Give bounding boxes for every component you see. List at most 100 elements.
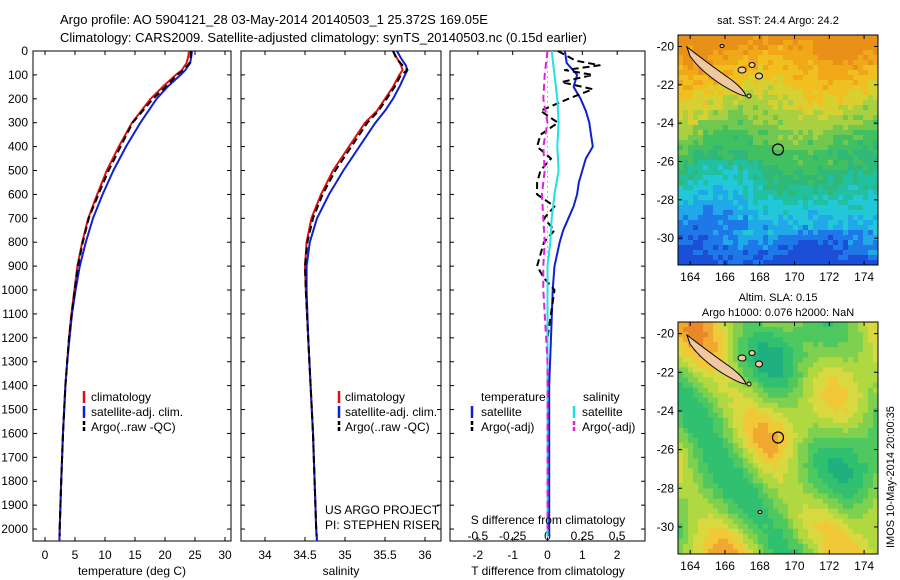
heatmap-cell bbox=[773, 327, 779, 333]
heatmap-cell bbox=[783, 75, 789, 81]
heatmap-cell bbox=[723, 528, 729, 535]
heatmap-cell bbox=[863, 245, 869, 251]
heatmap-cell bbox=[818, 220, 824, 226]
heatmap-cell bbox=[848, 150, 854, 156]
heatmap-cell bbox=[823, 357, 829, 363]
heatmap-cell bbox=[788, 85, 794, 91]
heatmap-cell bbox=[788, 215, 794, 221]
heatmap-cell bbox=[818, 518, 824, 525]
heatmap-cell bbox=[788, 538, 794, 545]
heatmap-cell bbox=[793, 357, 799, 363]
profile-line-climatology bbox=[58, 50, 190, 542]
heatmap-cell bbox=[848, 220, 854, 226]
heatmap-cell bbox=[823, 322, 829, 328]
heatmap-cell bbox=[838, 508, 844, 515]
heatmap-cell bbox=[678, 85, 684, 91]
heatmap-cell bbox=[768, 327, 774, 333]
heatmap-cell bbox=[803, 483, 809, 490]
heatmap-cell bbox=[788, 417, 794, 424]
heatmap-cell bbox=[838, 220, 844, 226]
heatmap-cell bbox=[823, 548, 829, 554]
heatmap-cell bbox=[708, 105, 714, 111]
heatmap-cell bbox=[813, 245, 819, 251]
heatmap-cell bbox=[858, 513, 864, 520]
heatmap-cell bbox=[768, 468, 774, 474]
heatmap-cell bbox=[698, 438, 704, 444]
heatmap-cell bbox=[858, 518, 864, 525]
heatmap-cell bbox=[708, 205, 714, 211]
heatmap-cell bbox=[748, 195, 754, 201]
heatmap-cell bbox=[683, 528, 689, 535]
heatmap-cell bbox=[793, 468, 799, 474]
heatmap-cell bbox=[788, 488, 794, 495]
heatmap-cell bbox=[748, 70, 754, 76]
heatmap-cell bbox=[788, 412, 794, 419]
heatmap-cell bbox=[838, 548, 844, 554]
heatmap-cell bbox=[813, 95, 819, 101]
heatmap-cell bbox=[723, 377, 729, 384]
legend-temperature-title: temperature bbox=[481, 390, 546, 404]
heatmap-cell bbox=[853, 50, 859, 56]
heatmap-cell bbox=[803, 533, 809, 540]
heatmap-cell bbox=[773, 90, 779, 96]
heatmap-cell bbox=[738, 190, 744, 196]
heatmap-cell bbox=[823, 458, 829, 464]
heatmap-cell bbox=[718, 85, 724, 91]
heatmap-cell bbox=[758, 190, 764, 196]
heatmap-cell bbox=[843, 417, 849, 424]
heatmap-cell bbox=[848, 392, 854, 399]
heatmap-cell bbox=[803, 422, 809, 429]
heatmap-cell bbox=[763, 473, 769, 479]
heatmap-cell bbox=[753, 60, 759, 66]
heatmap-cell bbox=[853, 533, 859, 540]
heatmap-cell bbox=[828, 518, 834, 525]
heatmap-cell bbox=[848, 493, 854, 500]
heatmap-cell bbox=[778, 448, 784, 454]
heatmap-cell bbox=[753, 120, 759, 126]
heatmap-cell bbox=[848, 508, 854, 515]
heatmap-cell bbox=[758, 427, 764, 434]
heatmap-cell bbox=[728, 362, 734, 368]
heatmap-cell bbox=[858, 165, 864, 171]
sst-map-coastline bbox=[686, 44, 763, 99]
heatmap-cell bbox=[708, 110, 714, 116]
heatmap-cell bbox=[748, 498, 754, 505]
heatmap-cell bbox=[688, 105, 694, 111]
heatmap-cell bbox=[828, 483, 834, 490]
heatmap-cell bbox=[868, 438, 874, 444]
heatmap-cell bbox=[763, 170, 769, 176]
heatmap-cell bbox=[748, 523, 754, 530]
heatmap-cell bbox=[808, 60, 814, 66]
heatmap-cell bbox=[793, 367, 799, 374]
heatmap-cell bbox=[813, 200, 819, 206]
heatmap-cell bbox=[773, 528, 779, 535]
heatmap-cell bbox=[793, 50, 799, 56]
heatmap-cell bbox=[763, 180, 769, 186]
heatmap-cell bbox=[758, 367, 764, 374]
heatmap-cell bbox=[803, 230, 809, 236]
x-tick-label: 36 bbox=[418, 548, 432, 562]
heatmap-cell bbox=[773, 478, 779, 484]
profile-line-satellite-adj-clim- bbox=[58, 50, 193, 542]
heatmap-cell bbox=[808, 468, 814, 474]
heatmap-cell bbox=[868, 175, 874, 181]
heatmap-cell bbox=[858, 427, 864, 434]
heatmap-cell bbox=[768, 195, 774, 201]
heatmap-cell bbox=[743, 220, 749, 226]
heatmap-cell bbox=[868, 543, 874, 550]
heatmap-cell bbox=[688, 453, 694, 459]
heatmap-cell bbox=[778, 190, 784, 196]
heatmap-cell bbox=[858, 80, 864, 86]
heatmap-cell bbox=[828, 493, 834, 500]
heatmap-cell bbox=[738, 417, 744, 424]
heatmap-cell bbox=[818, 458, 824, 464]
heatmap-cell bbox=[723, 508, 729, 515]
sla-map-frame bbox=[677, 321, 879, 555]
heatmap-cell bbox=[798, 448, 804, 454]
heatmap-cell bbox=[768, 438, 774, 444]
heatmap-cell bbox=[803, 195, 809, 201]
heatmap-cell bbox=[783, 120, 789, 126]
heatmap-cell bbox=[808, 533, 814, 540]
heatmap-cell bbox=[788, 468, 794, 474]
heatmap-cell bbox=[773, 397, 779, 404]
